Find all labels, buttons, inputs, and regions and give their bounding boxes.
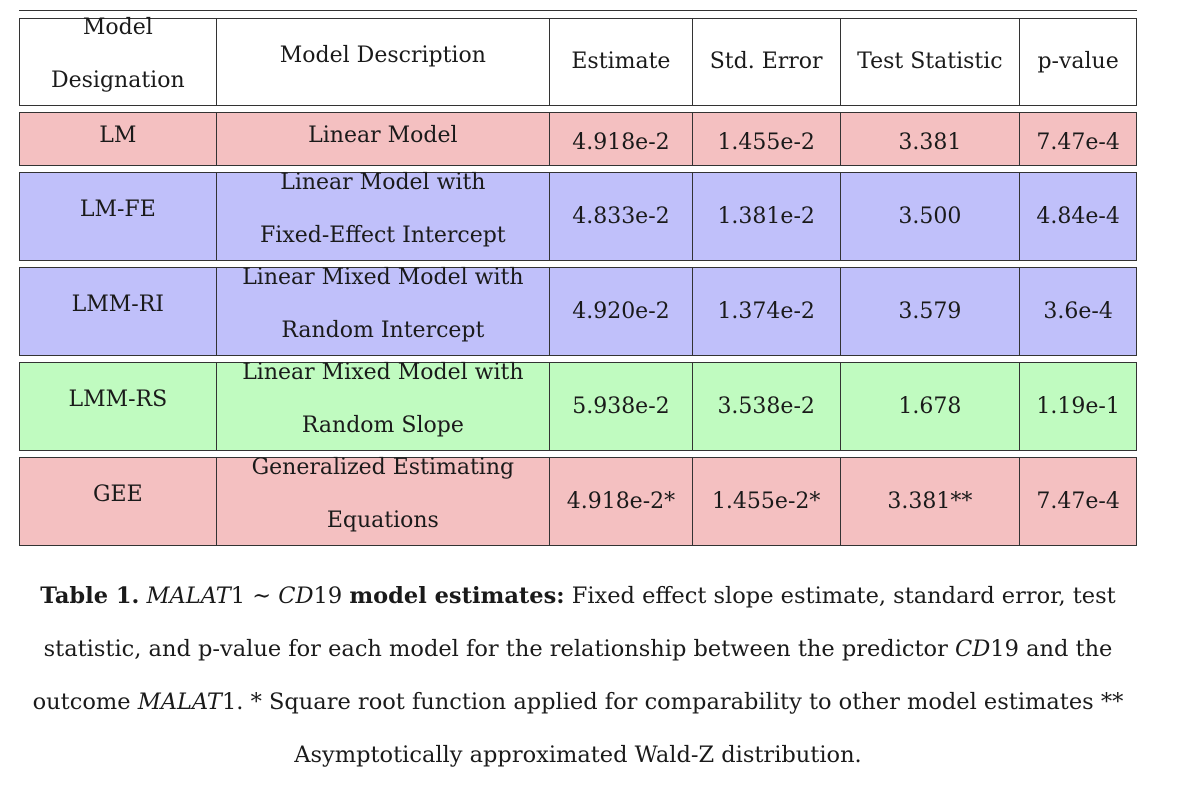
row-std-error-text: 1.381e-2 xyxy=(717,203,815,229)
row-estimate: 4.920e-2 xyxy=(549,268,692,355)
row-test-statistic-text: 3.381** xyxy=(887,488,973,514)
row-estimate: 4.833e-2 xyxy=(549,173,692,260)
row-estimate-text: 5.938e-2 xyxy=(572,393,670,419)
caption-formula-lhs: MALAT xyxy=(146,583,231,609)
table-row: LMM-RS Linear Mixed Model with Random Sl… xyxy=(19,360,1137,451)
row-test-statistic-text: 3.579 xyxy=(898,298,962,324)
caption-outcome-num: 1 xyxy=(221,689,237,715)
row-designation: LMM-RI xyxy=(20,268,216,355)
row-test-statistic: 3.381** xyxy=(839,458,1020,545)
caption-formula-rhs: CD xyxy=(278,583,314,609)
header-designation: Model Designation xyxy=(20,15,216,105)
row-p-value-text: 7.47e-4 xyxy=(1036,488,1120,514)
row-p-value: 3.6e-4 xyxy=(1019,268,1136,355)
row-description-line2: Random Intercept xyxy=(281,318,485,343)
caption-text3: . * Square root function applied for com… xyxy=(236,689,1124,768)
row-estimate-text: 4.833e-2 xyxy=(572,203,670,229)
row-description: Linear Model with Fixed-Effect Intercept xyxy=(215,170,549,260)
row-std-error: 1.455e-2 xyxy=(691,113,840,165)
table-caption: Table 1. MALAT1 ∼ CD19 model estimates: … xyxy=(19,570,1137,782)
caption-text2: and the outcome xyxy=(32,636,1113,715)
row-designation-text: GEE xyxy=(92,482,143,507)
row-estimate: 4.918e-2 xyxy=(549,113,692,165)
table-top-rule xyxy=(19,10,1137,11)
table-row: LM-FE Linear Model with Fixed-Effect Int… xyxy=(19,170,1137,261)
row-designation: LMM-RS xyxy=(20,363,216,450)
row-description: Linear Model xyxy=(215,113,549,165)
header-test-statistic: Test Statistic xyxy=(839,19,1020,105)
caption-formula-lhs-num: 1 xyxy=(230,583,246,609)
row-description-line1: Linear Mixed Model with xyxy=(242,265,524,290)
table-row: LM Linear Model 4.918e-2 1.455e-2 3.381 … xyxy=(19,112,1137,166)
row-designation: GEE xyxy=(20,458,216,545)
row-estimate-text: 4.920e-2 xyxy=(572,298,670,324)
row-std-error-text: 1.455e-2 xyxy=(717,130,815,155)
row-designation-text: LMM-RI xyxy=(71,292,164,317)
row-p-value-text: 7.47e-4 xyxy=(1036,130,1120,155)
row-test-statistic: 3.381 xyxy=(839,113,1020,165)
row-estimate-text: 4.918e-2* xyxy=(566,488,676,514)
row-p-value-text: 3.6e-4 xyxy=(1043,298,1113,324)
table-header-row: Model Designation Model Description Esti… xyxy=(19,15,1137,106)
row-std-error: 1.381e-2 xyxy=(691,173,840,260)
row-description-line2: Equations xyxy=(326,508,439,533)
row-description-text: Linear Model xyxy=(308,123,458,148)
row-std-error: 1.455e-2* xyxy=(691,458,840,545)
row-p-value-text: 1.19e-1 xyxy=(1036,393,1120,419)
row-test-statistic-text: 3.381 xyxy=(898,130,962,155)
row-description: Linear Mixed Model with Random Slope xyxy=(215,360,549,450)
row-test-statistic: 3.500 xyxy=(839,173,1020,260)
row-p-value: 1.19e-1 xyxy=(1019,363,1136,450)
row-description-line2: Fixed-Effect Intercept xyxy=(260,223,506,248)
header-estimate-label: Estimate xyxy=(571,49,671,74)
row-test-statistic-text: 3.500 xyxy=(898,203,962,229)
row-estimate: 4.918e-2* xyxy=(549,458,692,545)
caption-bold-tail: model estimates: xyxy=(349,583,565,609)
header-estimate: Estimate xyxy=(549,19,692,105)
header-description: Model Description xyxy=(215,19,549,105)
row-test-statistic: 1.678 xyxy=(839,363,1020,450)
header-std-error: Std. Error xyxy=(691,19,840,105)
header-std-error-label: Std. Error xyxy=(709,49,823,74)
header-designation-line1: Model xyxy=(82,15,153,40)
row-designation-text: LM-FE xyxy=(79,197,156,222)
row-p-value: 7.47e-4 xyxy=(1019,458,1136,545)
row-estimate: 5.938e-2 xyxy=(549,363,692,450)
caption-formula-rhs-num: 19 xyxy=(313,583,343,609)
row-description-line1: Linear Model with xyxy=(280,170,486,195)
row-std-error-text: 1.374e-2 xyxy=(717,298,815,324)
row-test-statistic: 3.579 xyxy=(839,268,1020,355)
header-designation-line2: Designation xyxy=(50,68,185,93)
row-designation-text: LMM-RS xyxy=(68,387,168,412)
table-row: LMM-RI Linear Mixed Model with Random In… xyxy=(19,265,1137,356)
caption-label: Table 1. xyxy=(40,583,140,609)
header-p-value: p-value xyxy=(1019,19,1136,105)
row-p-value-text: 4.84e-4 xyxy=(1036,203,1120,229)
caption-predictor: CD xyxy=(955,636,991,662)
header-p-value-label: p-value xyxy=(1037,49,1119,74)
row-description-line2: Random Slope xyxy=(301,413,464,438)
row-std-error-text: 3.538e-2 xyxy=(717,393,815,419)
table-row: GEE Generalized Estimating Equations 4.9… xyxy=(19,455,1137,546)
row-std-error-text: 1.455e-2* xyxy=(711,488,821,514)
row-description-line1: Linear Mixed Model with xyxy=(242,360,524,385)
row-test-statistic-text: 1.678 xyxy=(898,393,962,419)
caption-formula-op: ∼ xyxy=(252,583,272,609)
caption-text1: Fixed effect slope estimate, standard er… xyxy=(43,583,1116,662)
row-designation-text: LM xyxy=(99,123,137,148)
row-p-value: 7.47e-4 xyxy=(1019,113,1136,165)
row-designation: LM-FE xyxy=(20,173,216,260)
header-description-label: Model Description xyxy=(279,43,486,68)
row-description: Generalized Estimating Equations xyxy=(215,455,549,545)
header-test-statistic-label: Test Statistic xyxy=(857,49,1003,74)
row-p-value: 4.84e-4 xyxy=(1019,173,1136,260)
row-estimate-text: 4.918e-2 xyxy=(572,130,670,155)
caption-predictor-num: 19 xyxy=(990,636,1019,662)
row-designation: LM xyxy=(20,113,216,165)
row-description-line1: Generalized Estimating xyxy=(251,455,515,480)
row-description: Linear Mixed Model with Random Intercept xyxy=(215,265,549,355)
row-std-error: 1.374e-2 xyxy=(691,268,840,355)
row-std-error: 3.538e-2 xyxy=(691,363,840,450)
caption-outcome: MALAT xyxy=(137,689,222,715)
